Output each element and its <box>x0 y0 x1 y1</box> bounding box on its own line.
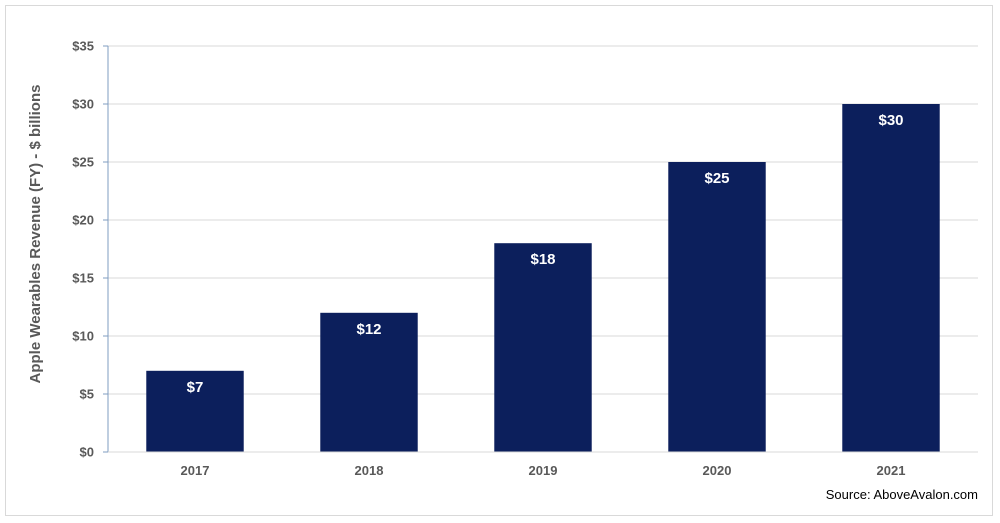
bars <box>146 104 940 452</box>
bar-2019 <box>494 243 592 452</box>
data-label-2017: $7 <box>187 379 204 396</box>
axes <box>103 45 978 453</box>
x-tick-label: 2021 <box>877 463 906 478</box>
x-tick-label: 2017 <box>181 463 210 478</box>
gridlines <box>108 45 978 395</box>
y-tick-label: $5 <box>80 387 94 402</box>
data-label-2021: $30 <box>878 112 903 129</box>
y-tick-label: $15 <box>72 271 94 286</box>
y-axis-title: Apple Wearables Revenue (FY) - $ billion… <box>27 85 44 384</box>
bar-2017 <box>146 370 244 452</box>
bar-2021 <box>842 104 940 452</box>
data-label-2019: $18 <box>530 251 555 268</box>
bar-2018 <box>320 312 418 452</box>
x-tick-label: 2019 <box>529 463 558 478</box>
y-tick-label: $20 <box>72 213 94 228</box>
y-tick-label: $25 <box>72 155 94 170</box>
source-note: Source: AboveAvalon.com <box>825 487 978 502</box>
y-tick-label: $30 <box>72 97 94 112</box>
x-tick-label: 2020 <box>703 463 732 478</box>
y-tick-label: $10 <box>72 329 94 344</box>
data-label-2018: $12 <box>356 321 381 338</box>
bar-2020 <box>668 162 766 452</box>
x-tick-label: 2018 <box>355 463 384 478</box>
data-label-2020: $25 <box>704 170 729 187</box>
y-tick-label: $0 <box>80 445 94 460</box>
y-tick-label: $35 <box>72 39 94 54</box>
labels: $0 $5 $10 $15 $20 $25 $30 $35 $7 2017 $12 2018 $18 20… <box>72 39 905 479</box>
